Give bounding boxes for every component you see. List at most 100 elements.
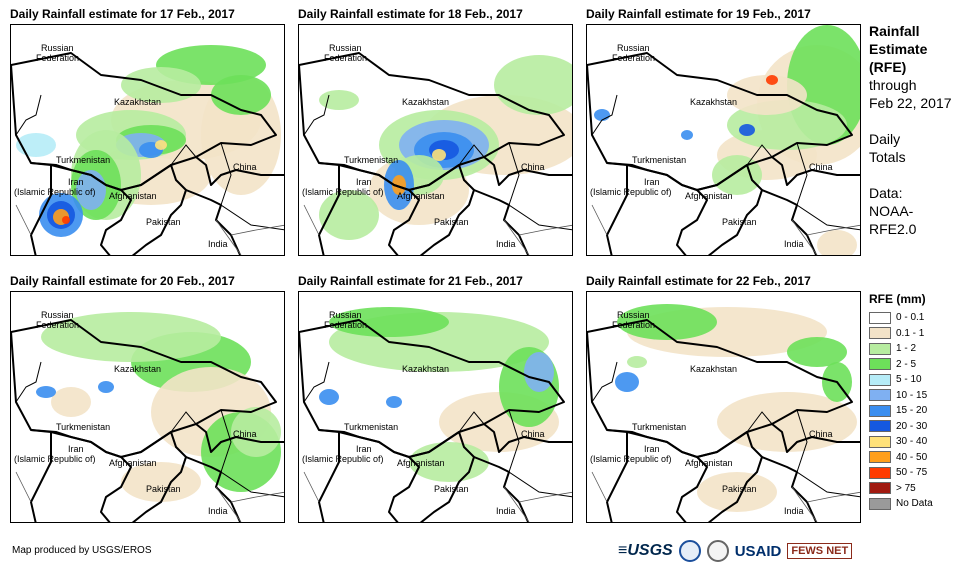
usgs-logo: ≡USGS — [618, 542, 673, 559]
legend-swatch — [869, 482, 891, 495]
precip-area — [98, 381, 114, 393]
legend-item: > 75 — [869, 481, 965, 497]
country-label-afghanistan: Afghanistan — [685, 458, 733, 468]
country-label-russia-2: Federation — [36, 53, 80, 63]
map-svg — [587, 25, 860, 255]
legend-item: 10 - 15 — [869, 388, 965, 404]
precip-area — [766, 75, 778, 85]
legend-item: 20 - 30 — [869, 419, 965, 435]
precip-area — [41, 312, 221, 362]
country-label-afghanistan: Afghanistan — [109, 458, 157, 468]
legend-item: 30 - 40 — [869, 434, 965, 450]
country-label-turkmenistan: Turkmenistan — [632, 422, 687, 432]
country-label-china: China — [521, 429, 545, 439]
country-label-russia-2: Federation — [612, 320, 656, 330]
side-line2: Estimate — [869, 41, 928, 57]
rainfall-map: Russian Federation Kazakhstan Turkmenistan I… — [10, 24, 285, 256]
precip-area — [16, 133, 56, 157]
country-label-afghanistan: Afghanistan — [109, 191, 157, 201]
country-label-kazakhstan: Kazakhstan — [690, 364, 738, 374]
country-label-iran-1: Iran — [356, 177, 372, 187]
logos: ≡USGS USAID FEWS NET — [618, 538, 853, 564]
country-label-russia-2: Federation — [612, 53, 656, 63]
country-label-india: India — [496, 506, 516, 516]
legend-swatch — [869, 420, 891, 433]
country-label-iran-2: (Islamic Republic of) — [302, 187, 384, 197]
country-label-iran-1: Iran — [356, 444, 372, 454]
precip-area — [329, 307, 449, 337]
map-svg — [299, 52, 572, 255]
legend-item: 0 - 0.1 — [869, 310, 965, 326]
legend-label: 0.1 - 1 — [896, 327, 925, 339]
side-line10: RFE2.0 — [869, 221, 917, 237]
country-label-iran-2: (Islamic Republic of) — [590, 454, 672, 464]
precip-area — [36, 386, 56, 398]
precip-area — [319, 90, 359, 110]
legend-swatch — [869, 373, 891, 386]
country-label-pakistan: Pakistan — [722, 217, 757, 227]
precip-area — [319, 190, 379, 240]
country-label-china: China — [809, 162, 833, 172]
credit-text: Map produced by USGS/EROS — [12, 545, 152, 556]
country-label-china: China — [233, 162, 257, 172]
precip-area — [627, 356, 647, 368]
country-label-russia-1: Russian — [617, 310, 650, 320]
legend-label: 30 - 40 — [896, 436, 928, 448]
side-info: Rainfall Estimate (RFE) through Feb 22, … — [869, 22, 965, 238]
map-svg — [587, 304, 860, 522]
country-label-kazakhstan: Kazakhstan — [402, 97, 450, 107]
legend: RFE (mm) 0 - 0.1 0.1 - 1 1 - 2 2 - 5 5 - 10 1… — [869, 292, 965, 512]
country-label-russia-2: Federation — [324, 53, 368, 63]
precip-area — [211, 75, 271, 115]
map-panel-title: Daily Rainfall estimate for 22 Feb., 201… — [586, 274, 811, 288]
country-label-afghanistan: Afghanistan — [397, 458, 445, 468]
precip-area — [681, 130, 693, 140]
country-label-turkmenistan: Turkmenistan — [632, 155, 687, 165]
precip-area — [121, 462, 201, 502]
legend-title: RFE (mm) — [869, 292, 926, 306]
map-panel-title: Daily Rainfall estimate for 19 Feb., 201… — [586, 7, 811, 21]
country-label-india: India — [496, 239, 516, 249]
legend-label: 2 - 5 — [896, 358, 917, 370]
fews-net-logo: FEWS NET — [787, 543, 853, 559]
country-label-pakistan: Pakistan — [146, 217, 181, 227]
map-panel: Daily Rainfall estimate for 21 Feb., 201… — [298, 274, 573, 524]
country-label-turkmenistan: Turkmenistan — [344, 422, 399, 432]
country-label-iran-2: (Islamic Republic of) — [14, 187, 96, 197]
legend-item: 1 - 2 — [869, 341, 965, 357]
map-panel-title: Daily Rainfall estimate for 17 Feb., 201… — [10, 7, 235, 21]
legend-swatch — [869, 389, 891, 402]
country-label-iran-1: Iran — [68, 177, 84, 187]
country-label-india: India — [208, 506, 228, 516]
legend-item: 15 - 20 — [869, 403, 965, 419]
precip-area — [432, 149, 446, 161]
country-label-china: China — [809, 429, 833, 439]
country-label-turkmenistan: Turkmenistan — [56, 155, 111, 165]
precip-area — [319, 389, 339, 405]
country-label-pakistan: Pakistan — [722, 484, 757, 494]
rainfall-map: Russian Federation Kazakhstan Turkmenistan I… — [586, 291, 861, 523]
legend-label: 10 - 15 — [896, 389, 928, 401]
legend-label: 40 - 50 — [896, 451, 928, 463]
rainfall-map: Russian Federation Kazakhstan Turkmenistan I… — [10, 291, 285, 523]
map-panel-title: Daily Rainfall estimate for 21 Feb., 201… — [298, 274, 523, 288]
country-label-china: China — [233, 429, 257, 439]
country-label-russia-1: Russian — [329, 43, 362, 53]
legend-swatch — [869, 342, 891, 355]
country-label-pakistan: Pakistan — [434, 484, 469, 494]
precip-area — [386, 396, 402, 408]
country-label-russia-1: Russian — [329, 310, 362, 320]
country-label-india: India — [784, 506, 804, 516]
legend-item: 0.1 - 1 — [869, 326, 965, 342]
side-line5: Feb 22, 2017 — [869, 95, 952, 111]
country-label-russia-1: Russian — [41, 310, 74, 320]
precip-area — [617, 304, 717, 340]
map-panel: Daily Rainfall estimate for 17 Feb., 201… — [10, 7, 285, 257]
country-label-iran-1: Iran — [644, 444, 660, 454]
legend-swatch — [869, 404, 891, 417]
legend-swatch — [869, 497, 891, 510]
country-label-kazakhstan: Kazakhstan — [402, 364, 450, 374]
legend-item: 2 - 5 — [869, 357, 965, 373]
country-label-kazakhstan: Kazakhstan — [114, 97, 162, 107]
country-label-afghanistan: Afghanistan — [685, 191, 733, 201]
